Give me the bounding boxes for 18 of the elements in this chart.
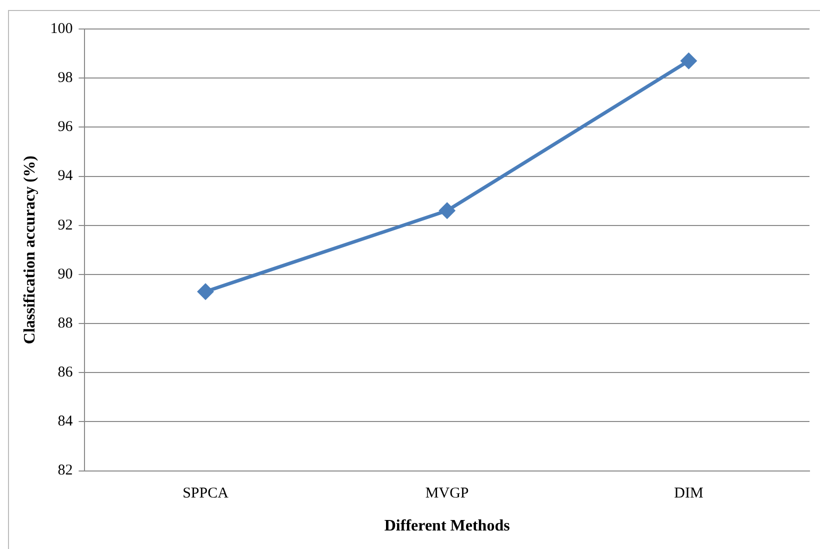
x-tick-label: DIM bbox=[674, 486, 704, 502]
point bbox=[198, 284, 214, 300]
y-tick-label: 84 bbox=[58, 414, 74, 430]
y-tick-label: 88 bbox=[58, 315, 73, 332]
x-axis-title: Different Methods bbox=[384, 518, 510, 535]
y-tick-label: 96 bbox=[58, 119, 74, 136]
point bbox=[439, 202, 455, 218]
point bbox=[680, 53, 696, 69]
y-tick-label: 82 bbox=[58, 462, 73, 479]
y-tick-label: 90 bbox=[58, 266, 73, 282]
y-axis-title: Classification accuracy (%) bbox=[22, 156, 39, 344]
y-tick-label: 92 bbox=[58, 217, 73, 234]
y-tick-label: 94 bbox=[58, 168, 74, 184]
y-tick-label: 86 bbox=[58, 364, 74, 381]
x-tick-label: MVGP bbox=[425, 486, 469, 502]
x-tick-label: SPPCA bbox=[182, 486, 229, 502]
y-tick-label: 100 bbox=[50, 20, 73, 37]
y-tick-label: 98 bbox=[58, 70, 73, 86]
